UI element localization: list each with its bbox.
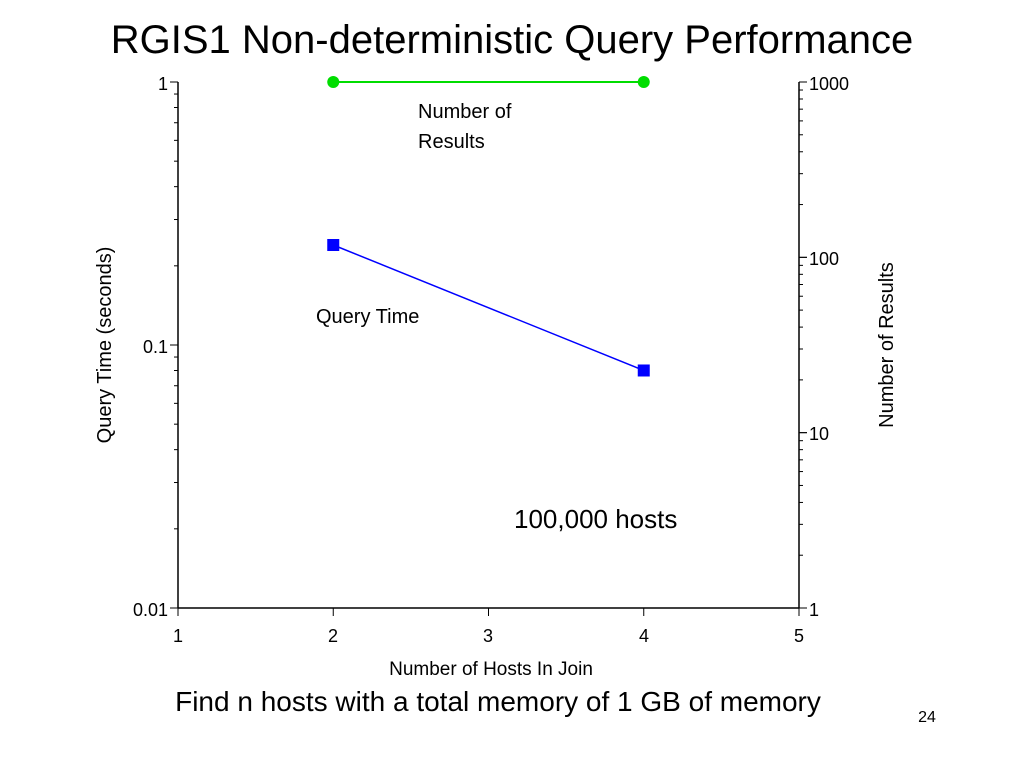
plot-frame <box>177 82 800 609</box>
y-tick-label-0-1: 0.1 <box>143 337 168 357</box>
right-minor-ticks <box>799 81 807 609</box>
y-tick-label-0-01: 0.01 <box>133 600 168 620</box>
annotation-number-of-results-line2: Results <box>418 131 485 153</box>
slide-title: RGIS1 Non-deterministic Query Performanc… <box>110 18 914 62</box>
page-number: 24 <box>918 709 936 726</box>
y2-tick-label-100: 100 <box>809 249 839 269</box>
y2-axis-label: Number of Results <box>876 262 898 428</box>
y2-tick-label-1000: 1000 <box>809 74 849 94</box>
annotation-query-time: Query Time <box>316 306 419 328</box>
x-tick-label-1: 1 <box>173 626 183 646</box>
slide-subtitle: Find n hosts with a total memory of 1 GB… <box>175 686 821 717</box>
x-tick-label-4: 4 <box>639 626 649 646</box>
x-tick-label-2: 2 <box>328 626 338 646</box>
annotation-number-of-results-line1: Number of <box>418 101 512 123</box>
x-axis-label: Number of Hosts In Join <box>389 659 593 680</box>
x-tick-label-3: 3 <box>483 626 493 646</box>
annotation-hosts: 100,000 hosts <box>514 504 677 534</box>
x-tick-label-5: 5 <box>794 626 804 646</box>
data-point <box>637 364 650 377</box>
x-ticks <box>177 608 800 616</box>
data-point <box>327 239 340 252</box>
series-number-of-results <box>327 76 650 88</box>
y-axis-label: Query Time (seconds) <box>94 247 116 444</box>
y2-tick-label-10: 10 <box>809 424 829 444</box>
series-query-time <box>327 239 650 377</box>
series-line <box>332 244 645 372</box>
data-point <box>327 76 340 88</box>
y2-tick-label-1: 1 <box>809 600 819 620</box>
y-tick-label-1: 1 <box>158 74 168 94</box>
left-minor-ticks <box>170 81 178 609</box>
data-point <box>637 76 650 88</box>
